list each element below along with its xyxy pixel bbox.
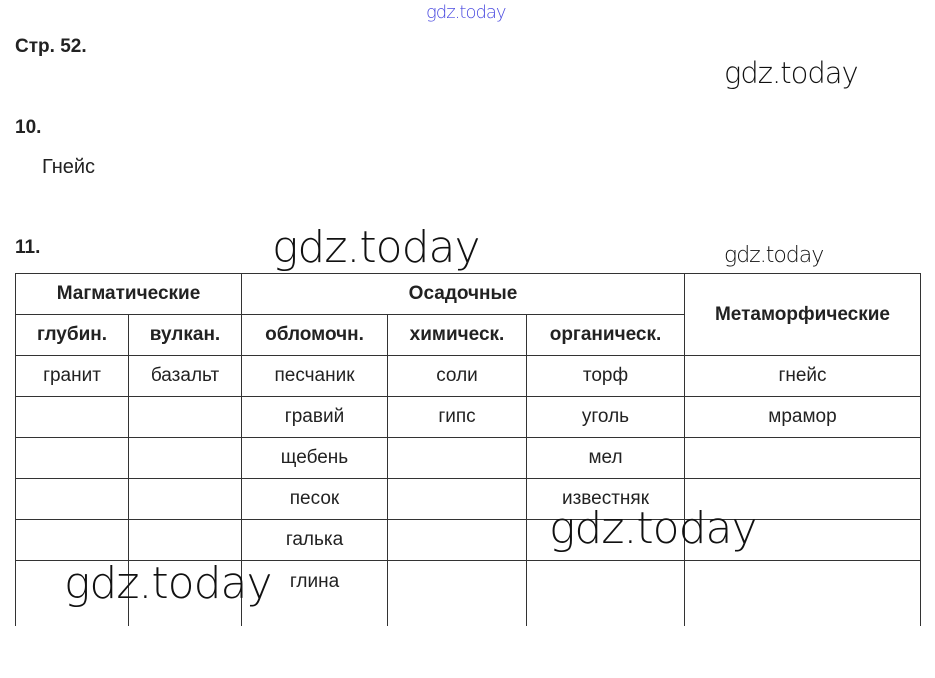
subheader: органическ.: [526, 314, 685, 356]
table-cell: [15, 478, 129, 520]
table-row: глина: [15, 560, 921, 626]
table-cell: мрамор: [684, 396, 921, 438]
table-cell: глина: [241, 560, 388, 626]
table-row: гравий гипс уголь мрамор: [15, 396, 921, 438]
subheader: химическ.: [387, 314, 527, 356]
table-cell: [684, 437, 921, 479]
table-cell: мел: [526, 437, 685, 479]
table-cell: щебень: [241, 437, 388, 479]
table-cell: торф: [526, 355, 685, 397]
table-cell: [684, 478, 921, 520]
table-row: щебень мел: [15, 437, 921, 479]
subheader: вулкан.: [128, 314, 242, 356]
watermark: gdz.today: [64, 558, 273, 609]
table-cell: базальт: [128, 355, 242, 397]
table-cell: гравий: [241, 396, 388, 438]
table-cell: [128, 396, 242, 438]
task-answer: Гнейс: [42, 156, 96, 178]
table-cell: [128, 519, 242, 561]
table-cell: гнейс: [684, 355, 921, 397]
watermark: gdz.today: [724, 56, 859, 90]
page-reference: Стр. 52.: [15, 36, 87, 57]
table-cell: [526, 560, 685, 626]
subheader: обломочн.: [241, 314, 388, 356]
table-row: песок известняк: [15, 478, 921, 520]
group-header: Метаморфические: [684, 273, 921, 356]
table-cell: гранит: [15, 355, 129, 397]
table-cell: [15, 519, 129, 561]
table-cell: [387, 560, 527, 626]
rock-classification-table: Магматические Осадочные Метаморфические …: [15, 273, 921, 626]
table-cell: [387, 478, 527, 520]
table-cell: [128, 560, 242, 626]
watermark: gdz.today: [426, 2, 507, 23]
table-cell: [684, 519, 921, 561]
watermark: gdz.today: [724, 243, 824, 268]
table-cell: песок: [241, 478, 388, 520]
watermark: gdz.today: [549, 503, 758, 554]
table-cell: [15, 437, 129, 479]
table-cell: [128, 437, 242, 479]
table-cell: [387, 437, 527, 479]
table-cell: соли: [387, 355, 527, 397]
table-row: галька: [15, 519, 921, 561]
table-cell: [128, 478, 242, 520]
task-number: 11.: [15, 237, 41, 258]
table-cell: [15, 560, 129, 626]
table-row: гранит базальт песчаник соли торф гнейс: [15, 355, 921, 397]
table-cell: уголь: [526, 396, 685, 438]
group-header: Магматические: [15, 273, 242, 315]
table-cell: [15, 396, 129, 438]
group-header: Осадочные: [241, 273, 685, 315]
task-number: 10.: [15, 117, 42, 138]
table-cell: [684, 560, 921, 626]
watermark: gdz.today: [272, 222, 481, 273]
table-cell: [387, 519, 527, 561]
subheader: глубин.: [15, 314, 129, 356]
table-cell: известняк: [526, 478, 685, 520]
table-cell: галька: [241, 519, 388, 561]
table-cell: гипс: [387, 396, 527, 438]
table-cell: песчаник: [241, 355, 388, 397]
table-cell: [526, 519, 685, 561]
